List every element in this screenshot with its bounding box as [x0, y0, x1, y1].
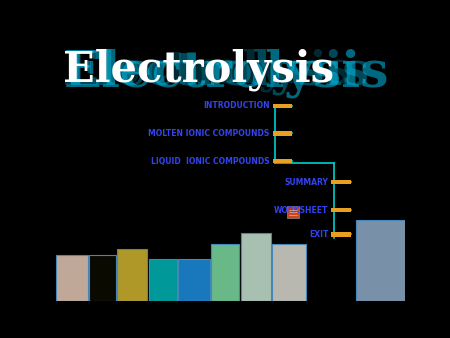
- Bar: [90, 255, 116, 301]
- Bar: [331, 180, 351, 185]
- Bar: [288, 206, 299, 218]
- Text: Electrolysis: Electrolysis: [63, 48, 389, 98]
- Text: Electrolysis: Electrolysis: [63, 48, 334, 91]
- Bar: [178, 259, 210, 301]
- Bar: [56, 255, 88, 301]
- Bar: [212, 244, 239, 301]
- Bar: [117, 249, 147, 301]
- Bar: [273, 103, 292, 108]
- Bar: [331, 232, 351, 237]
- Text: WORKSHEET: WORKSHEET: [274, 206, 328, 215]
- Text: Electrolysis: Electrolysis: [63, 48, 370, 95]
- Text: MOLTEN IONIC COMPOUNDS: MOLTEN IONIC COMPOUNDS: [148, 129, 270, 138]
- Bar: [148, 259, 176, 301]
- Bar: [241, 233, 271, 301]
- Bar: [273, 244, 306, 301]
- Text: SUMMARY: SUMMARY: [284, 178, 328, 187]
- Text: LIQUID  IONIC COMPOUNDS: LIQUID IONIC COMPOUNDS: [151, 157, 270, 166]
- Text: INTRODUCTION: INTRODUCTION: [203, 101, 270, 110]
- Bar: [273, 131, 292, 136]
- Text: Electrolysis: Electrolysis: [63, 48, 353, 92]
- Bar: [331, 208, 351, 212]
- Bar: [273, 159, 292, 163]
- Text: EXIT: EXIT: [309, 230, 328, 239]
- Bar: [356, 220, 405, 301]
